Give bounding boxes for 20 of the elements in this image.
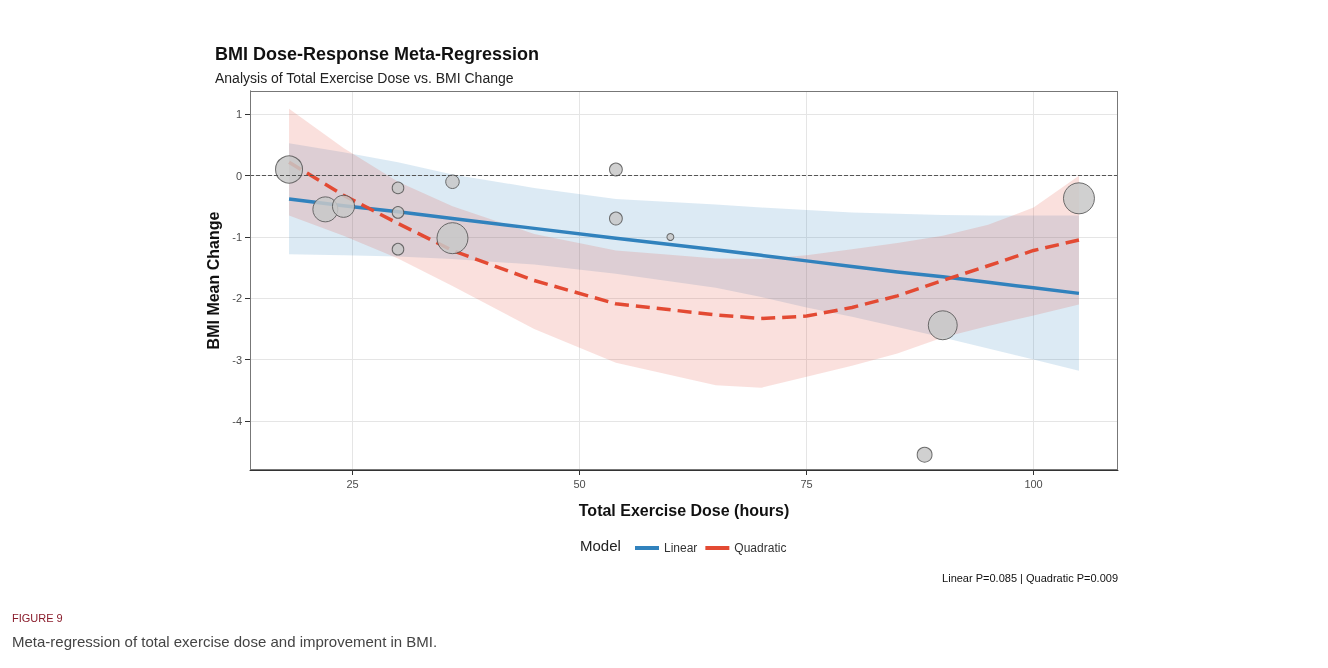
y-tick-label: -3	[232, 353, 242, 366]
y-tick-label: -4	[232, 414, 242, 427]
chart-title: BMI Dose-Response Meta-Regression	[215, 44, 540, 64]
caption: FIGURE 9	[12, 611, 63, 624]
x-tick-label: 75	[800, 477, 813, 490]
legend-label: Linear	[664, 541, 698, 555]
x-tick-label: 100	[1024, 477, 1043, 490]
y-tick-label: -2	[232, 292, 242, 305]
x-axis-title: Total Exercise Dose (hours)	[578, 501, 790, 519]
y-tick-label: 1	[235, 108, 242, 121]
x-tick-label: 25	[346, 477, 359, 490]
legend-label: Quadratic	[734, 541, 787, 555]
y-tick-label: 0	[235, 169, 242, 182]
chart-subtitle: Analysis of Total Exercise Dose vs. BMI Change	[215, 70, 514, 86]
x-tick-label: 50	[573, 477, 586, 490]
text: Linear P=0.085 | Quadratic P=0.009	[942, 571, 1119, 584]
y-axis-title: BMI Mean Change	[204, 211, 222, 350]
text: Meta-regression of total exercise dose and improvement in BMI.	[12, 633, 438, 650]
legend-title: Model	[580, 537, 621, 554]
y-tick-label: -1	[232, 230, 242, 243]
